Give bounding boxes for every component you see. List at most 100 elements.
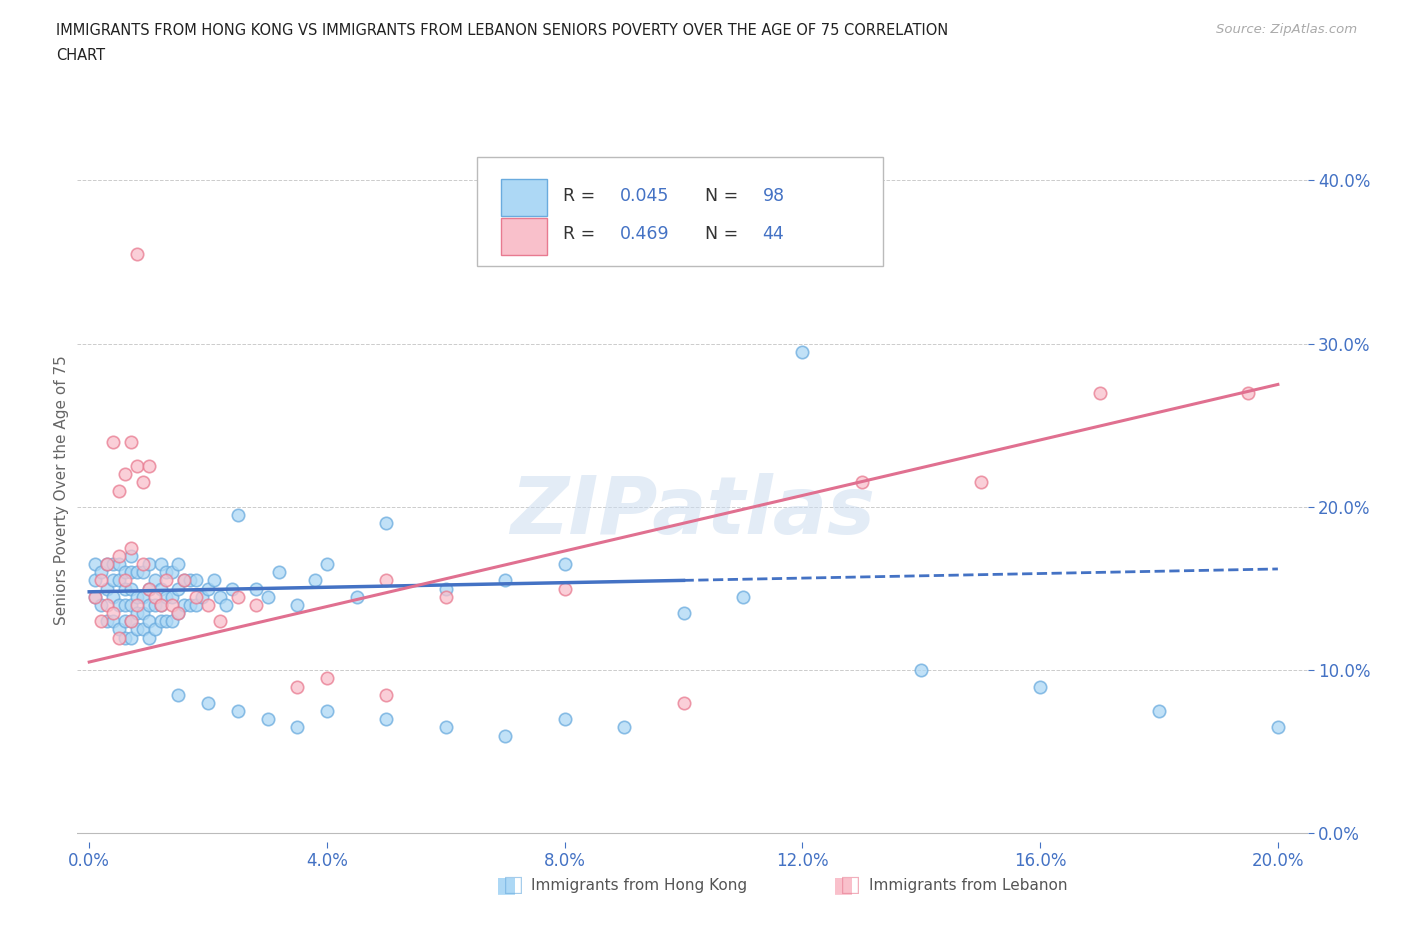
Point bbox=[114, 581, 136, 596]
Point bbox=[162, 614, 184, 629]
Point bbox=[434, 590, 457, 604]
Point bbox=[96, 557, 118, 572]
Point bbox=[90, 597, 112, 612]
Point bbox=[155, 573, 177, 588]
Point bbox=[114, 614, 136, 629]
Point bbox=[108, 622, 131, 637]
Point bbox=[197, 581, 219, 596]
Point bbox=[101, 614, 124, 629]
Point bbox=[84, 573, 107, 588]
Point bbox=[155, 614, 177, 629]
Point bbox=[375, 687, 398, 702]
Point bbox=[125, 458, 148, 473]
Point bbox=[186, 590, 208, 604]
Point bbox=[285, 720, 308, 735]
Point bbox=[96, 614, 118, 629]
Point bbox=[155, 565, 177, 579]
Point bbox=[162, 590, 184, 604]
Point bbox=[101, 590, 124, 604]
Point bbox=[125, 597, 148, 612]
Point bbox=[434, 581, 457, 596]
FancyBboxPatch shape bbox=[477, 157, 883, 266]
Point bbox=[143, 573, 166, 588]
Point bbox=[970, 475, 993, 490]
Point bbox=[672, 605, 695, 620]
Point bbox=[191, 590, 214, 604]
Point bbox=[1267, 720, 1289, 735]
Point bbox=[731, 590, 754, 604]
Point bbox=[108, 573, 131, 588]
Point bbox=[672, 696, 695, 711]
Point bbox=[1237, 385, 1260, 400]
Point bbox=[245, 597, 267, 612]
Point bbox=[554, 581, 576, 596]
Point bbox=[375, 573, 398, 588]
Point bbox=[96, 557, 118, 572]
Point bbox=[346, 590, 368, 604]
Point bbox=[149, 557, 172, 572]
Point bbox=[226, 590, 249, 604]
Text: 98: 98 bbox=[762, 187, 785, 205]
Point bbox=[155, 590, 177, 604]
Point bbox=[84, 590, 107, 604]
Point bbox=[90, 573, 112, 588]
Point bbox=[554, 557, 576, 572]
Bar bbox=[501, 218, 547, 255]
Point bbox=[167, 605, 190, 620]
Point bbox=[256, 590, 278, 604]
Point bbox=[149, 581, 172, 596]
Text: 44: 44 bbox=[762, 225, 785, 244]
Point bbox=[114, 565, 136, 579]
Point bbox=[108, 484, 131, 498]
Point bbox=[167, 581, 190, 596]
Point bbox=[131, 622, 153, 637]
Point bbox=[114, 573, 136, 588]
Point bbox=[613, 720, 636, 735]
Point bbox=[173, 573, 195, 588]
Point bbox=[179, 597, 201, 612]
Text: N =: N = bbox=[704, 225, 744, 244]
Point bbox=[125, 590, 148, 604]
Point bbox=[162, 597, 184, 612]
Point bbox=[138, 631, 160, 645]
Point bbox=[375, 711, 398, 726]
Text: N =: N = bbox=[704, 187, 744, 205]
Point bbox=[138, 557, 160, 572]
Text: ■: ■ bbox=[834, 875, 853, 896]
Text: Source: ZipAtlas.com: Source: ZipAtlas.com bbox=[1216, 23, 1357, 36]
Point bbox=[138, 597, 160, 612]
Point bbox=[167, 687, 190, 702]
Point bbox=[285, 679, 308, 694]
Text: □: □ bbox=[503, 875, 523, 896]
Point bbox=[96, 597, 118, 612]
Point bbox=[792, 344, 814, 359]
Bar bbox=[501, 179, 547, 216]
Point bbox=[101, 557, 124, 572]
Point bbox=[375, 516, 398, 531]
Text: R =: R = bbox=[564, 225, 600, 244]
Point bbox=[554, 711, 576, 726]
Point bbox=[96, 581, 118, 596]
Point bbox=[138, 458, 160, 473]
Text: □: □ bbox=[841, 875, 860, 896]
Text: ZIPatlas: ZIPatlas bbox=[510, 472, 875, 551]
Point bbox=[84, 557, 107, 572]
Point bbox=[138, 581, 160, 596]
Y-axis label: Seniors Poverty Over the Age of 75: Seniors Poverty Over the Age of 75 bbox=[53, 355, 69, 626]
Point bbox=[90, 565, 112, 579]
Text: Immigrants from Lebanon: Immigrants from Lebanon bbox=[869, 878, 1067, 893]
Point bbox=[108, 597, 131, 612]
Point bbox=[285, 597, 308, 612]
Point bbox=[131, 590, 153, 604]
Text: ■: ■ bbox=[496, 875, 516, 896]
Point bbox=[120, 581, 142, 596]
Point bbox=[226, 508, 249, 523]
Text: 0.469: 0.469 bbox=[620, 225, 669, 244]
Point bbox=[245, 581, 267, 596]
Point bbox=[434, 720, 457, 735]
Text: 0.045: 0.045 bbox=[620, 187, 669, 205]
Point bbox=[131, 475, 153, 490]
Point bbox=[186, 597, 208, 612]
Point bbox=[269, 565, 291, 579]
Point bbox=[316, 704, 339, 719]
